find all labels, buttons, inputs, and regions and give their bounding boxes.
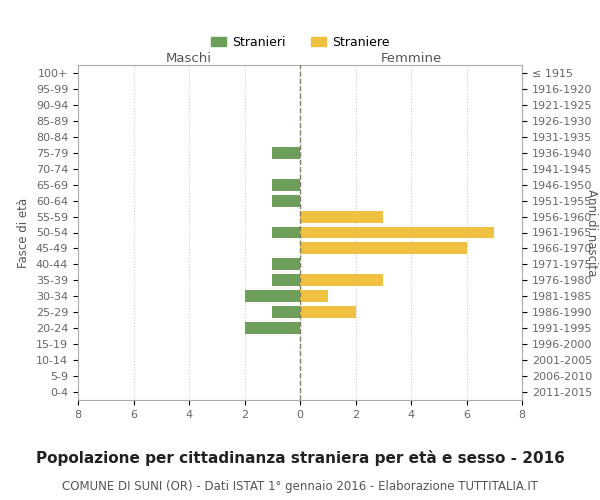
Bar bbox=[272, 306, 300, 318]
Y-axis label: Fasce di età: Fasce di età bbox=[17, 198, 31, 268]
Bar bbox=[245, 290, 300, 302]
Text: Femmine: Femmine bbox=[380, 52, 442, 65]
Bar bbox=[300, 306, 355, 318]
Bar bbox=[300, 274, 383, 286]
Bar bbox=[272, 226, 300, 238]
Bar bbox=[300, 242, 467, 254]
Bar bbox=[272, 258, 300, 270]
Y-axis label: Anni di nascita: Anni di nascita bbox=[585, 189, 598, 276]
Text: Popolazione per cittadinanza straniera per età e sesso - 2016: Popolazione per cittadinanza straniera p… bbox=[35, 450, 565, 466]
Bar bbox=[300, 226, 494, 238]
Bar bbox=[272, 178, 300, 190]
Bar bbox=[272, 274, 300, 286]
Bar bbox=[300, 210, 383, 222]
Bar bbox=[300, 290, 328, 302]
Bar bbox=[272, 194, 300, 206]
Bar bbox=[245, 322, 300, 334]
Bar bbox=[272, 147, 300, 158]
Legend: Stranieri, Straniere: Stranieri, Straniere bbox=[206, 31, 394, 54]
Text: COMUNE DI SUNI (OR) - Dati ISTAT 1° gennaio 2016 - Elaborazione TUTTITALIA.IT: COMUNE DI SUNI (OR) - Dati ISTAT 1° genn… bbox=[62, 480, 538, 493]
Text: Maschi: Maschi bbox=[166, 52, 212, 65]
